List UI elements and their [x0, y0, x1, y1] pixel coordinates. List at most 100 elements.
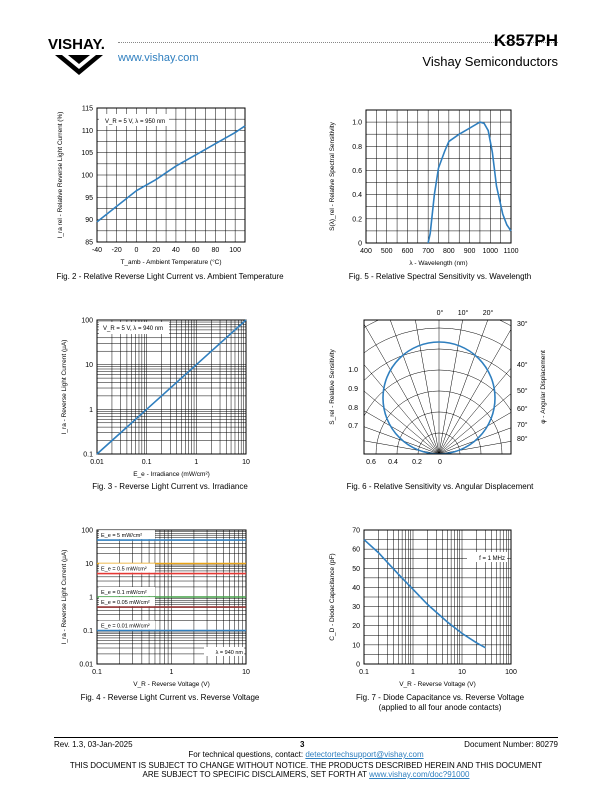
fig2-ytick: 100	[81, 173, 93, 180]
fig7-ytick: 70	[352, 528, 360, 535]
fig2-xtick: 60	[192, 247, 200, 254]
fig6-spoke	[438, 427, 511, 454]
fig5-xlabel: λ - Wavelength (nm)	[409, 260, 467, 267]
fig6-radial-tick: 1.0	[348, 367, 358, 374]
fig2-xtick: 20	[152, 247, 160, 254]
fig2-xtick: 0	[135, 247, 139, 254]
footer-disclaimer2: ARE SUBJECT TO SPECIFIC DISCLAIMERS, SET…	[142, 770, 367, 779]
fig6-spoke	[364, 323, 440, 454]
fig7-series-line	[363, 538, 486, 649]
fig4-series-label-bg	[99, 563, 155, 573]
fig5-ytick: 0.4	[352, 192, 362, 199]
fig4-caption: Fig. 4 - Reverse Light Current vs. Rever…	[80, 693, 260, 702]
fig6-angle-tick: 30°	[517, 320, 528, 328]
footer-questions: For technical questions, contact:	[188, 750, 304, 759]
fig4-series-label-bg	[99, 620, 155, 630]
fig6-spoke	[438, 328, 511, 454]
fig6-spoke	[364, 440, 440, 454]
fig6-spoke	[415, 320, 440, 454]
fig3-xtick: 0.01	[90, 459, 104, 466]
fig6-ylabel-right: φ - Angular Displacement	[540, 350, 547, 424]
fig2-series-line	[96, 125, 246, 223]
fig6-radial-tick: 0.7	[348, 423, 358, 430]
fig4-series-label: E_e = 5 mW/cm²	[101, 533, 142, 539]
fig6-angle-tick: 10°	[458, 309, 469, 317]
fig2-xtick: -20	[112, 247, 122, 254]
fig5-ytick: 0.8	[352, 144, 362, 151]
fig6-angle-tick: 40°	[517, 361, 528, 369]
fig5-caption: Fig. 5 - Relative Spectral Sensitivity v…	[348, 272, 532, 281]
fig2-xlabel: T_amb - Ambient Temperature (°C)	[120, 258, 221, 266]
fig2-xtick: -40	[92, 247, 102, 254]
fig6-spoke	[438, 441, 511, 454]
fig4-xtick: 10	[242, 669, 250, 676]
fig6-angle-tick: 80°	[517, 435, 528, 443]
fig3-ytick: 0.1	[83, 452, 93, 459]
fig6-spoke	[364, 426, 440, 454]
fig7-ytick: 40	[352, 585, 360, 592]
fig7-xtick: 10	[458, 669, 466, 676]
fig3-xtick: 1	[194, 459, 198, 466]
footer-rule	[54, 737, 558, 738]
fig6-grid	[364, 320, 511, 454]
fig6-spoke	[364, 364, 440, 454]
fig4-ytick: 100	[81, 528, 93, 535]
footer-questions-line: For technical questions, contact: detect…	[0, 750, 612, 759]
fig7-ytick: 30	[352, 604, 360, 611]
fig7-xtick: 0.1	[359, 669, 369, 676]
disclaimer-link[interactable]: www.vishay.com/doc?91000	[369, 770, 470, 779]
fig7-annotation-bg	[467, 552, 507, 562]
fig4-series-label-bg	[99, 597, 155, 607]
fig5-xtick: 800	[443, 248, 455, 255]
fig6-frame	[363, 319, 512, 455]
fig3-ytick: 1	[89, 407, 93, 414]
fig7-ytick: 20	[352, 623, 360, 630]
fig4-series-label-bg	[99, 530, 155, 540]
fig5-xtick: 900	[464, 248, 476, 255]
fig3-xlabel: E_e - Irradiance (mW/cm²)	[133, 471, 210, 478]
fig5-series-line	[427, 121, 512, 244]
fig5-ytick: 0	[358, 241, 362, 248]
fig2-ylabel: I_ra rel - Relative Reverse Light Curren…	[57, 112, 64, 239]
fig6-radial-tick: 0.8	[348, 405, 358, 412]
fig4-series-label: E_e = 0.5 mW/cm²	[101, 567, 147, 573]
fig5-ytick: 0.6	[352, 168, 362, 175]
fig4-xlabel: V_R - Reverse Voltage (V)	[133, 681, 210, 688]
fig6-spoke	[364, 390, 440, 454]
fig2-ytick: 90	[85, 217, 93, 224]
support-email-link[interactable]: detectortechsupport@vishay.com	[305, 750, 424, 759]
fig6-angle-tick: 50°	[517, 387, 528, 395]
fig6-spoke	[364, 410, 440, 454]
fig3-annotation: V_R = 5 V, λ = 940 nm	[103, 326, 163, 332]
fig7-annotation: f = 1 MHz	[479, 556, 505, 562]
fig7-xlabel: V_R - Reverse Voltage (V)	[399, 681, 476, 688]
fig4-ytick: 1	[89, 595, 93, 602]
footer-page: 3	[300, 740, 305, 749]
fig2-ytick: 85	[85, 240, 93, 247]
fig4-series-label: E_e = 0.05 mW/cm²	[101, 600, 150, 606]
fig4-xtick: 0.1	[92, 669, 102, 676]
fig3-xtick: 0.1	[142, 459, 152, 466]
fig6-spoke	[389, 320, 440, 454]
fig6-spoke	[438, 320, 489, 454]
fig5-xtick: 1000	[482, 248, 498, 255]
fig4-ylabel: I_ra - Reverse Light Current (µA)	[61, 550, 68, 645]
fig5-ylabel: S(λ)_rel - Relative Spectral Sensitivity	[329, 121, 336, 230]
fig2-ytick: 115	[82, 106, 93, 113]
fig6-spoke	[438, 393, 511, 454]
website-link[interactable]: www.vishay.com	[118, 52, 199, 64]
fig6-radial-tick: 0.9	[348, 386, 358, 393]
fig2-annotation: V_R = 5 V, λ = 950 nm	[105, 119, 165, 125]
fig4-ytick: 0.01	[79, 662, 93, 669]
fig6-spoke	[438, 320, 463, 454]
fig4-annotation-bg	[204, 647, 244, 656]
fig6-xtick: 0.2	[412, 459, 422, 466]
fig4-series-label: E_e = 0.1 mW/cm²	[101, 590, 147, 596]
vishay-logo: VISHAY.	[48, 25, 110, 77]
fig7-ylabel: C_D - Diode Capacitance (pF)	[329, 553, 336, 640]
fig3-xtick: 10	[242, 459, 250, 466]
fig7-frame	[363, 529, 512, 665]
fig6-ylabel: S_rel - Relative Sensitivity	[329, 349, 336, 425]
fig6-angle-tick: 0°	[437, 309, 444, 317]
